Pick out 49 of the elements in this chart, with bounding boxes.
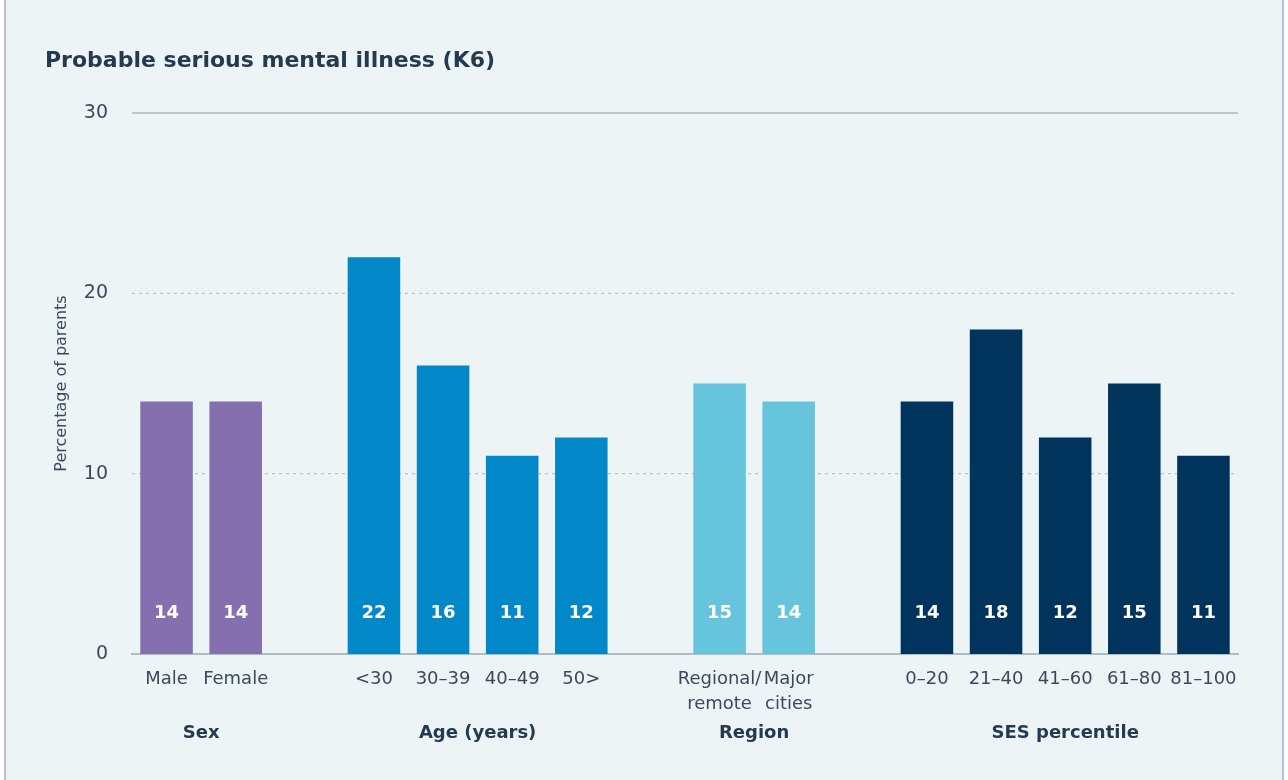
y-axis-title: Percentage of parents xyxy=(50,295,70,472)
bar xyxy=(900,401,954,654)
data-label: 14 xyxy=(914,600,940,622)
text: Sex xyxy=(182,720,220,742)
bar xyxy=(693,383,746,654)
x-tick-label: Regional/ remote xyxy=(677,667,763,714)
data-label: 14 xyxy=(223,600,249,622)
x-tick-label: 61–80 xyxy=(1106,667,1162,689)
bar xyxy=(485,455,539,654)
x-tick-label: 50> xyxy=(562,667,601,689)
chart-title: Probable serious mental illness (K6) xyxy=(45,47,496,72)
x-tick-label: 30–39 xyxy=(415,667,471,689)
y-tick-label: 20 xyxy=(83,280,108,303)
bar xyxy=(1177,455,1230,654)
bar xyxy=(762,401,815,654)
y-tick-label: 10 xyxy=(83,460,108,483)
bar xyxy=(969,329,1023,654)
bar xyxy=(140,401,193,654)
data-label: 22 xyxy=(361,600,387,622)
text: SES percentile xyxy=(991,720,1139,742)
y-tick-label: 0 xyxy=(95,640,108,663)
x-tick-label: Major cities xyxy=(763,667,815,714)
bar xyxy=(209,401,262,654)
bar xyxy=(416,365,470,654)
bar xyxy=(555,437,608,654)
data-label: 11 xyxy=(1190,600,1216,622)
data-label: 12 xyxy=(568,600,594,622)
data-label: 14 xyxy=(776,600,802,622)
data-label: 16 xyxy=(430,600,456,622)
x-tick-label: 0–20 xyxy=(905,667,949,689)
x-tick-label: <30 xyxy=(354,667,393,689)
x-tick-label: 40–49 xyxy=(484,667,540,689)
y-tick-label: 30 xyxy=(83,99,108,122)
x-tick-label: 41–60 xyxy=(1037,667,1093,689)
x-tick-label: 81–100 xyxy=(1170,667,1237,689)
x-tick-label: Female xyxy=(203,667,269,689)
bar xyxy=(1038,437,1092,654)
data-label: 15 xyxy=(707,600,733,622)
x-tick-label: Male xyxy=(145,667,188,689)
data-label: 11 xyxy=(499,600,525,622)
data-label: 12 xyxy=(1052,600,1078,622)
bar xyxy=(1108,383,1161,654)
x-tick-label: 21–40 xyxy=(968,667,1024,689)
text: Age (years) xyxy=(418,720,537,742)
data-label: 18 xyxy=(983,600,1009,622)
data-label: 15 xyxy=(1121,600,1147,622)
text: Region xyxy=(718,720,790,742)
data-label: 14 xyxy=(154,600,180,622)
bar xyxy=(347,257,401,654)
